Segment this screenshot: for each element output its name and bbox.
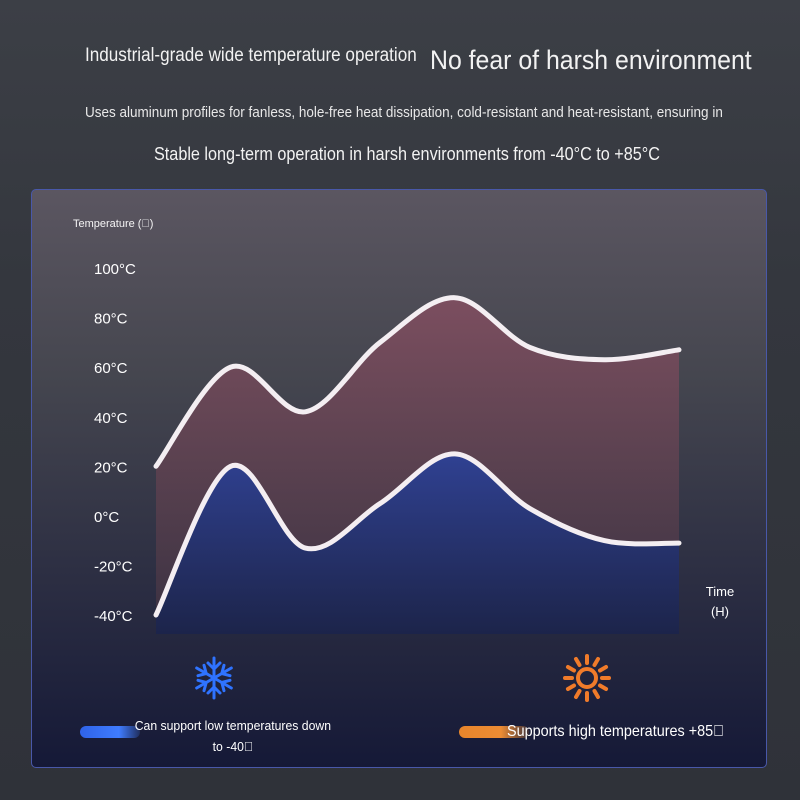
- y-tick-label: 40°C: [94, 410, 128, 427]
- y-tick-label: 100°C: [94, 261, 136, 278]
- y-tick-label: 0°C: [94, 509, 119, 526]
- snowflake-branch: [202, 663, 208, 675]
- snowflake-arm: [195, 663, 216, 680]
- sun-ray: [597, 683, 609, 691]
- stable-operation-text: Stable long-term operation in harsh envi…: [154, 144, 660, 164]
- y-tick-label: 20°C: [94, 459, 128, 476]
- sun-core: [576, 667, 598, 689]
- snowflake-arm: [206, 656, 222, 680]
- temperature-chart: Temperature ( ) 100°C 80°C 60°C 40°C 20°C 0°C -…: [73, 218, 734, 702]
- snowflake-branch: [206, 685, 216, 695]
- snowflake-branch: [220, 672, 232, 678]
- x-axis-label-unit: (H): [711, 604, 729, 619]
- sun-ray: [592, 656, 600, 668]
- snowflake-branch: [220, 681, 226, 693]
- high-temperature-series-line: [153, 295, 682, 469]
- snowflake-arm: [206, 676, 222, 700]
- high-temp-legend-bar: [459, 726, 529, 738]
- low-temp-legend-label: Can support low temperatures down to -40…: [134, 718, 332, 754]
- sun-ray: [565, 665, 577, 673]
- low-temperature-series-area: [156, 453, 679, 634]
- y-tick-label: -20°C: [94, 559, 133, 576]
- sun-ray: [574, 656, 582, 668]
- sun-ray: [565, 683, 577, 691]
- low-temperature-series-line: [153, 451, 682, 618]
- sun-ray: [592, 688, 600, 700]
- y-axis-label: Temperature ( ): [73, 218, 153, 230]
- y-tick-label: 80°C: [94, 311, 128, 328]
- snowflake-icon: [195, 656, 233, 700]
- snowflake-arm: [212, 676, 233, 693]
- high-temp-legend-label: Supports high temperatures +85 : [507, 723, 724, 740]
- sun-icon: [563, 654, 611, 702]
- sun-ray: [597, 665, 609, 673]
- low-temp-legend-bar: [80, 726, 140, 738]
- temperature-chart-panel: Temperature ( ) 100°C 80°C 60°C 40°C 20°C 0°C -…: [31, 189, 767, 768]
- snowflake-branch: [196, 678, 208, 684]
- x-axis-label-time: Time: [706, 584, 734, 599]
- header-title-left: Industrial-grade wide temperature operat…: [85, 45, 417, 66]
- header-title-right: No fear of harsh environment: [430, 45, 752, 75]
- description-text: Uses aluminum profiles for fanless, hole…: [85, 104, 723, 121]
- y-tick-label: -40°C: [94, 608, 133, 625]
- snowflake-arm: [212, 663, 233, 680]
- y-tick-label: 60°C: [94, 360, 128, 377]
- snowflake-arm: [195, 676, 216, 693]
- sun-ray: [574, 688, 582, 700]
- snowflake-branch: [212, 661, 222, 671]
